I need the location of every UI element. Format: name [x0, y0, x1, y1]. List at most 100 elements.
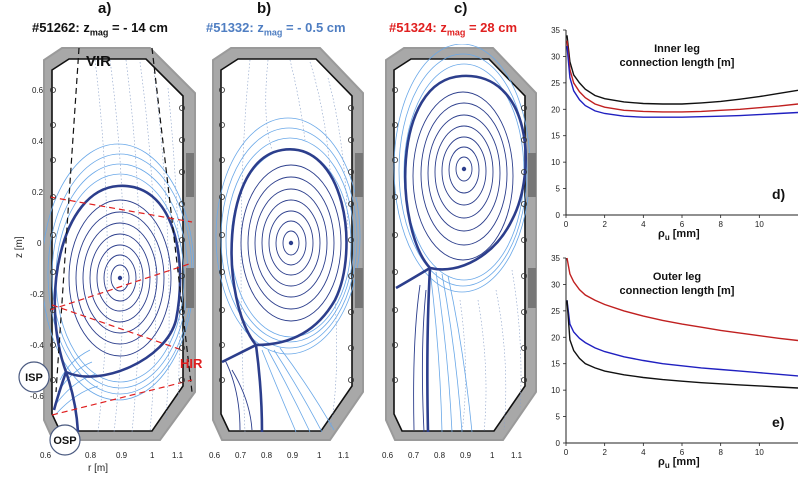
- z-axis-label: z [m]: [14, 236, 25, 258]
- ports-c: [528, 153, 536, 308]
- magnetic-axis-a: [117, 275, 123, 281]
- z-axis-ticks-a: 0.6 0.4 0.2 0 -0.2 -0.4 -0.6: [30, 86, 44, 401]
- svg-text:0.2: 0.2: [32, 188, 44, 197]
- series-line-1: [566, 257, 798, 342]
- svg-text:0.6: 0.6: [209, 451, 221, 460]
- svg-text:-0.4: -0.4: [30, 341, 44, 350]
- y-tick-label: 15: [551, 360, 560, 369]
- y-tick-label: 30: [551, 52, 560, 61]
- svg-text:0.9: 0.9: [287, 451, 299, 460]
- x-tick-label: 0: [564, 448, 569, 457]
- isp-marker: ISP: [18, 361, 50, 393]
- x-tick-label: 8: [718, 220, 723, 229]
- svg-text:0.6: 0.6: [382, 451, 394, 460]
- series-line-2: [566, 40, 798, 113]
- wall-probes-b: [218, 87, 354, 383]
- y-tick-label: 30: [551, 280, 560, 289]
- svg-text:1: 1: [150, 451, 155, 460]
- separatrix-b: [221, 148, 348, 433]
- y-tick-label: 25: [551, 307, 560, 316]
- svg-text:1: 1: [317, 451, 322, 460]
- magnetic-axis-c: [461, 166, 467, 172]
- series-line-1: [566, 35, 798, 105]
- y-tick-label: 20: [551, 105, 560, 114]
- x-tick-label: 2: [602, 448, 607, 457]
- wall-probes-a: [50, 87, 185, 383]
- series-line-3: [566, 45, 798, 118]
- y-tick-label: 0: [556, 211, 561, 220]
- x-tick-label: 4: [641, 448, 646, 457]
- osp-marker: OSP: [49, 424, 81, 456]
- hir-label: HIR: [180, 356, 203, 371]
- wall-probes-c: [391, 87, 528, 383]
- svg-text:-0.6: -0.6: [30, 392, 44, 401]
- ports-a: [186, 153, 194, 308]
- svg-text:0.4: 0.4: [32, 137, 44, 146]
- chart-d-xlabel: ρu [mm]: [658, 228, 700, 243]
- svg-text:0.9: 0.9: [116, 451, 128, 460]
- svg-text:0: 0: [37, 239, 42, 248]
- series-line-2: [566, 300, 798, 377]
- equilibrium-panel-c: 0.6 0.7 0.8 0.9 1 1.1: [382, 44, 537, 460]
- y-tick-label: 20: [551, 333, 560, 342]
- panel-label-d: d): [772, 186, 786, 202]
- vacuum-field-lines-c: [459, 269, 522, 433]
- vir-label: VIR: [86, 53, 111, 70]
- flux-surfaces-a: [68, 199, 172, 357]
- equilibrium-panel-b: 0.6 0.7 0.8 0.9 1 1.1: [209, 47, 364, 460]
- y-tick-label: 10: [551, 386, 560, 395]
- r-axis-ticks-b: 0.6 0.7 0.8 0.9 1 1.1: [209, 451, 350, 460]
- svg-text:0.6: 0.6: [40, 451, 52, 460]
- chart-inner-leg: 0 5 10 15 20 25 30 35 0 2 4 6 8 10: [551, 26, 798, 229]
- x-tick-label: 0: [564, 220, 569, 229]
- magnetic-axis-b: [288, 240, 294, 246]
- r-axis-ticks-a: 0.6 0.8 0.9 1 1.1: [40, 451, 184, 460]
- panel-label-e: e): [772, 414, 785, 430]
- panel-label-c: c): [454, 0, 468, 17]
- panel-title-a: #51262: zmag = - 14 cm: [32, 20, 168, 38]
- vacuum-field-lines-a: [94, 59, 180, 433]
- hir-sightlines: [49, 196, 193, 416]
- svg-text:0.8: 0.8: [85, 451, 97, 460]
- flux-surfaces-b: [224, 164, 342, 431]
- first-wall-b: [220, 58, 353, 432]
- svg-text:1.1: 1.1: [511, 451, 523, 460]
- svg-text:0.9: 0.9: [460, 451, 472, 460]
- flux-surfaces-c: [412, 91, 514, 433]
- panel-title-c: #51324: zmag = 28 cm: [389, 20, 518, 38]
- y-tick-label: 35: [551, 26, 560, 35]
- equilibrium-panel-a: VIR HIR ISP OSP 0.6 0.4 0.2 0 -0.2 -0.4 …: [14, 47, 203, 474]
- svg-text:0.7: 0.7: [235, 451, 247, 460]
- y-tick-label: 5: [556, 413, 561, 422]
- chart-e-title: Outer leg connection length [m]: [619, 271, 735, 297]
- x-tick-label: 4: [641, 220, 646, 229]
- separatrix-c: [395, 74, 528, 433]
- chart-outer-leg: 0 5 10 15 20 25 30 35 0 2 4 6 8 10: [551, 254, 798, 457]
- chart-e-xlabel: ρu [mm]: [658, 456, 700, 471]
- isp-label: ISP: [25, 372, 43, 384]
- svg-text:1: 1: [490, 451, 495, 460]
- chart-d-title: Inner leg connection length [m]: [619, 43, 735, 69]
- y-tick-label: 5: [556, 185, 561, 194]
- svg-text:0.8: 0.8: [261, 451, 273, 460]
- x-tick-label: 6: [680, 220, 685, 229]
- r-axis-ticks-c: 0.6 0.7 0.8 0.9 1 1.1: [382, 451, 523, 460]
- y-tick-label: 25: [551, 79, 560, 88]
- panel-label-b: b): [257, 0, 272, 17]
- osp-label: OSP: [53, 435, 76, 447]
- r-axis-label-a: r [m]: [88, 463, 108, 474]
- panel-title-b: #51332: zmag = - 0.5 cm: [206, 20, 346, 38]
- vir-sightlines: [55, 47, 193, 393]
- svg-text:1.1: 1.1: [172, 451, 184, 460]
- x-tick-label: 6: [680, 448, 685, 457]
- y-tick-label: 15: [551, 132, 560, 141]
- x-tick-label: 10: [755, 448, 764, 457]
- x-tick-label: 8: [718, 448, 723, 457]
- svg-text:0.7: 0.7: [408, 451, 420, 460]
- y-tick-label: 10: [551, 158, 560, 167]
- x-tick-label: 10: [755, 220, 764, 229]
- series-line-3: [566, 300, 798, 389]
- separatrix-a: [52, 184, 182, 433]
- svg-text:0.6: 0.6: [32, 86, 44, 95]
